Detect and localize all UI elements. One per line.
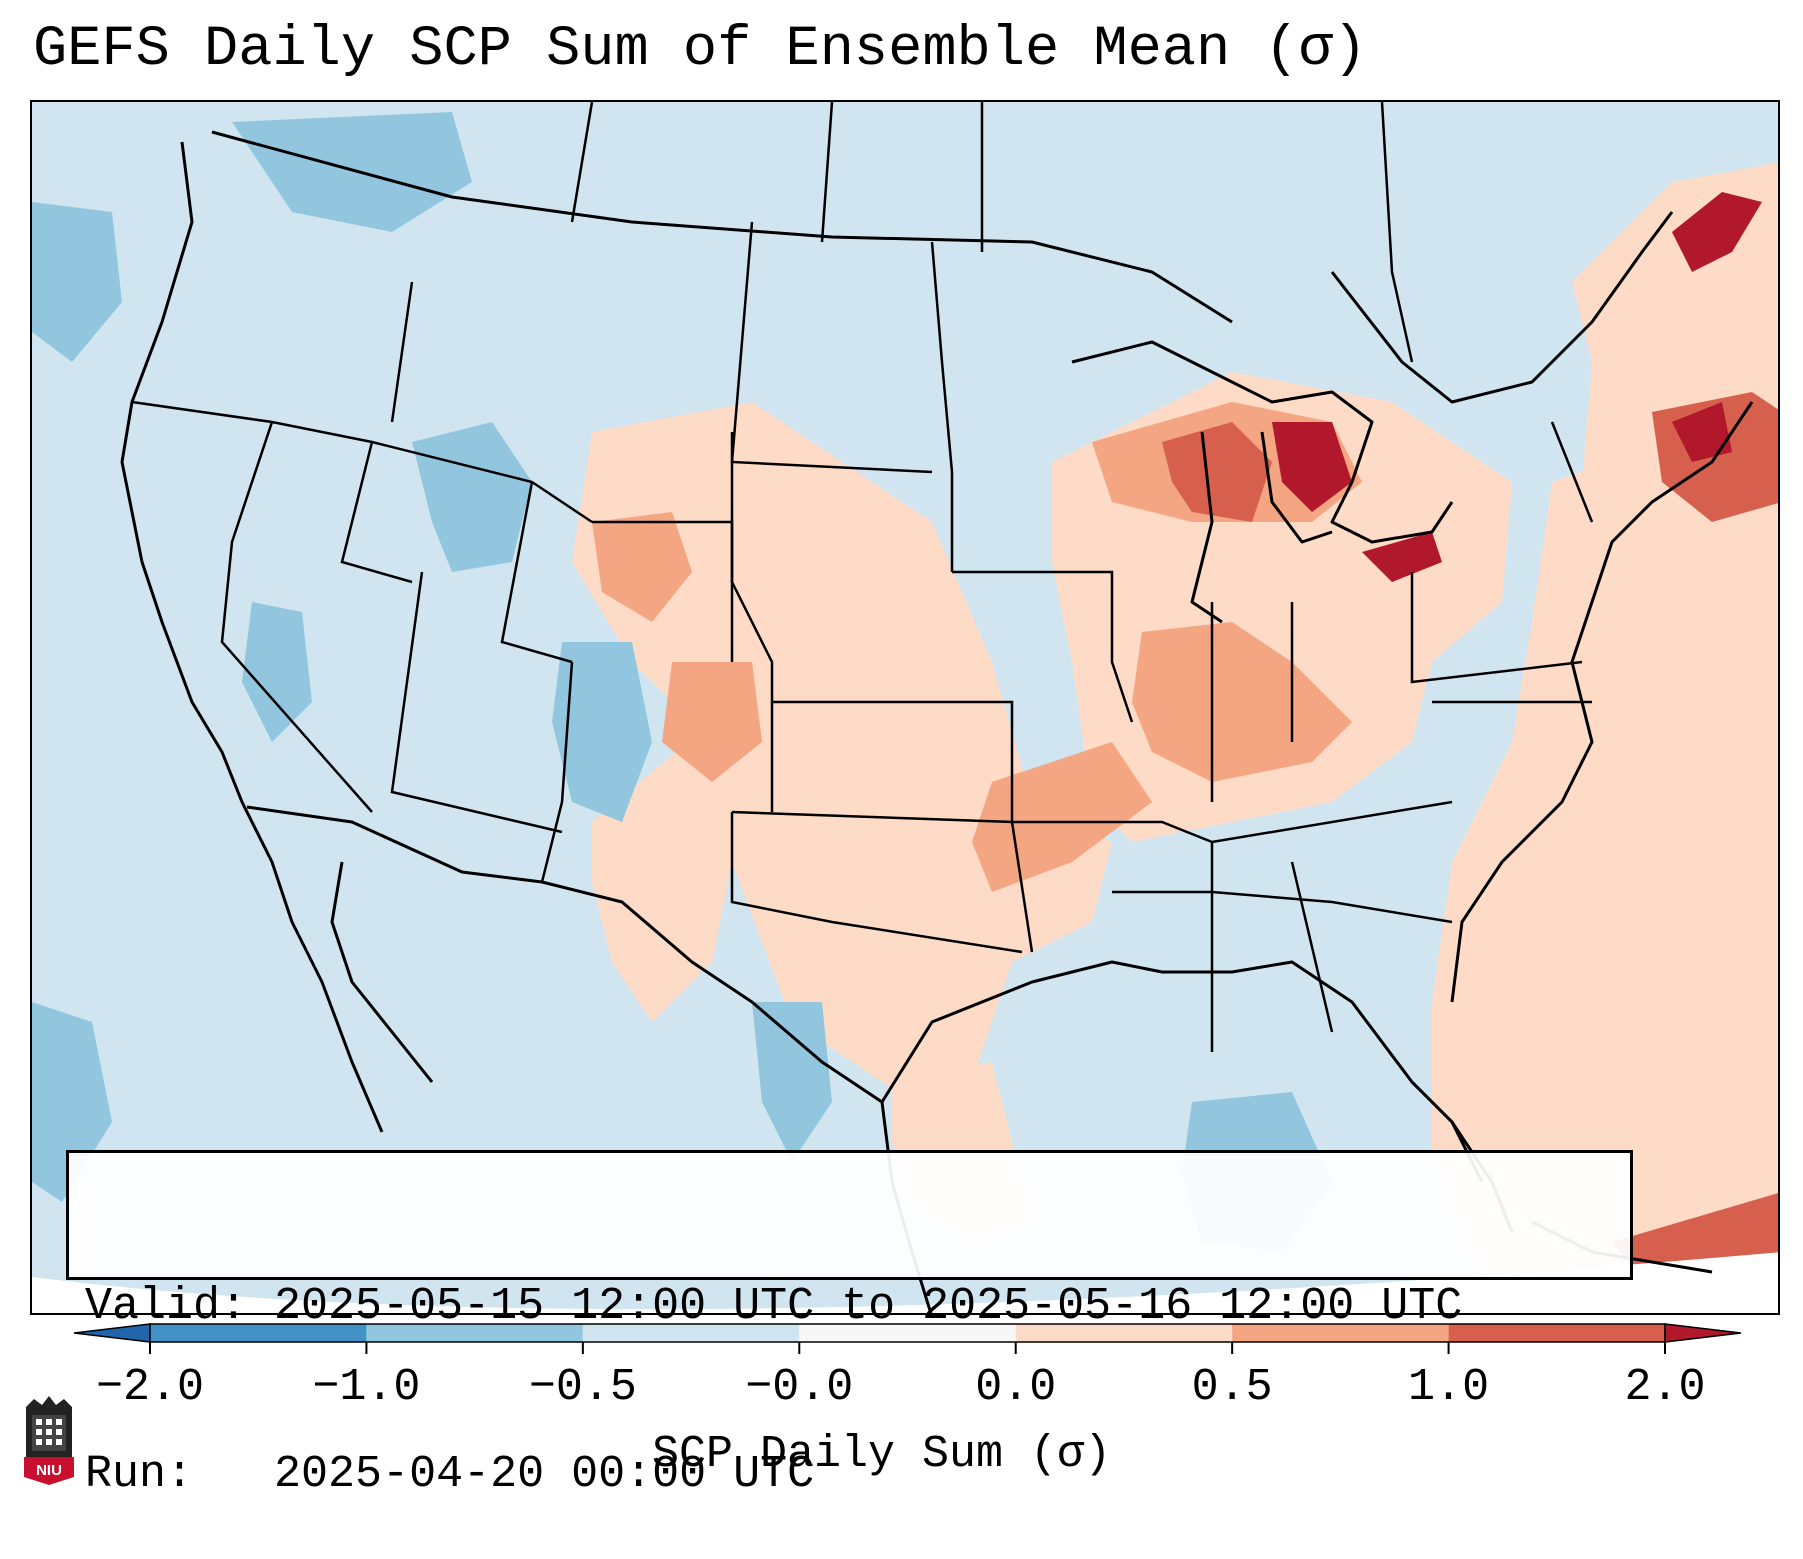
colorbar-label: SCP Daily Sum (σ) [652,1429,1112,1480]
province-lines [570,102,1414,363]
state-line-al-ga [1290,861,1334,1033]
anomaly-western-atlantic [1432,403,1778,1313]
colorbar-tick-label: 2.0 [1624,1362,1706,1413]
state-line-id-nv [340,441,413,584]
colorbar-tick-label: −0.0 [745,1362,854,1413]
border-us-canada-east [1330,211,1674,404]
colorbar-bin [1232,1324,1449,1342]
state-line-nd-sd [730,221,933,474]
anomaly-new-mexico [592,722,752,1022]
colorbar-tick-label: −2.0 [95,1362,205,1413]
state-line-ia-mo [952,570,1134,723]
svg-text:NIU: NIU [36,1462,62,1479]
state-line-mn [930,241,954,572]
colorbar-under-arrow [73,1323,151,1343]
state-line-wa-id [390,281,414,423]
state-line-ks-ok [772,700,1014,822]
border-us-canada [211,130,1233,324]
great-lakes-shore [1071,340,1454,544]
colorbar-bin [366,1324,583,1342]
colorbar-tick-label: 0.0 [975,1362,1057,1413]
state-line-ny-vt [1550,421,1594,523]
colorbar-bin [150,1324,367,1342]
state-line-tx-red [730,812,1023,954]
province-line-bc-ab [570,102,594,223]
anomaly-new-brunswick [1672,402,1732,462]
state-line-az-nm [540,661,574,883]
niu-logo: NIU [24,1396,74,1485]
projection-edge [32,1252,1778,1313]
run-value: 2025-04-20 00:00 UTC [274,1449,815,1500]
anomaly-offshore-north-negative [32,202,122,362]
lower-michigan-shore [1260,431,1333,544]
anomaly-lake-erie [1362,532,1442,582]
colorbar-tick-label: 1.0 [1408,1362,1490,1413]
colorbar-ticks [149,1342,1666,1354]
colorbar-bins [73,1323,1742,1343]
run-spacer [193,1449,274,1500]
colorbar-bin [799,1324,1016,1342]
anomaly-gulf-st-lawrence [1672,192,1762,272]
anomaly-pacific-northwest-negative [232,112,472,232]
state-line-nv-ut [390,571,563,834]
state-lines [131,221,1594,1052]
province-line-on-qc [1380,102,1414,363]
coast-pacific [120,141,384,1133]
run-row: Run: 2025-04-20 00:00 UTC [85,1447,1630,1503]
colorbar-tick-label: 0.5 [1191,1362,1273,1413]
state-line-ca-nv [220,421,373,813]
colorbar-bin [582,1324,800,1342]
state-line-tn [1012,800,1453,844]
map-canvas [32,102,1778,1313]
map-panel [30,100,1780,1315]
run-label: Run: [85,1449,194,1500]
state-line-co-ks [730,432,774,812]
coast-baja [330,861,434,1083]
boundaries [120,130,1754,1313]
border-us-mexico [246,805,883,1104]
state-line-gulf-states [1112,890,1453,924]
colorbar-tick-label: −1.0 [312,1362,421,1413]
colorbar-tick-label: −0.5 [528,1362,637,1413]
colorbar-over-arrow [1664,1323,1742,1343]
colorbar-bin [1448,1324,1665,1342]
state-line-ut [500,481,573,664]
anomaly-lower-michigan [1272,422,1352,512]
anomaly-nevada-negative [242,602,312,742]
anomaly-utah-negative [552,642,652,822]
state-line-pa [1410,572,1583,684]
colorbar-outline [149,1323,1666,1343]
anomaly-west-texas-negative [752,1002,832,1162]
colorbar-bin [1015,1324,1233,1342]
anomaly-central-plains [572,402,1112,1102]
lake-michigan-shore [1190,431,1223,624]
anomaly-ohio-valley [1132,622,1352,782]
anomaly-colorado [662,662,762,782]
colorbar [73,1323,1742,1354]
anomaly-wyoming [592,512,692,622]
chart-title: GEFS Daily SCP Sum of Ensemble Mean (σ) [33,18,1368,82]
anomaly-lake-michigan [1162,422,1272,522]
validity-info-box: Valid: 2025-05-15 12:00 UTC to 2025-05-1… [66,1150,1633,1500]
province-line-sk-mb [820,102,834,243]
